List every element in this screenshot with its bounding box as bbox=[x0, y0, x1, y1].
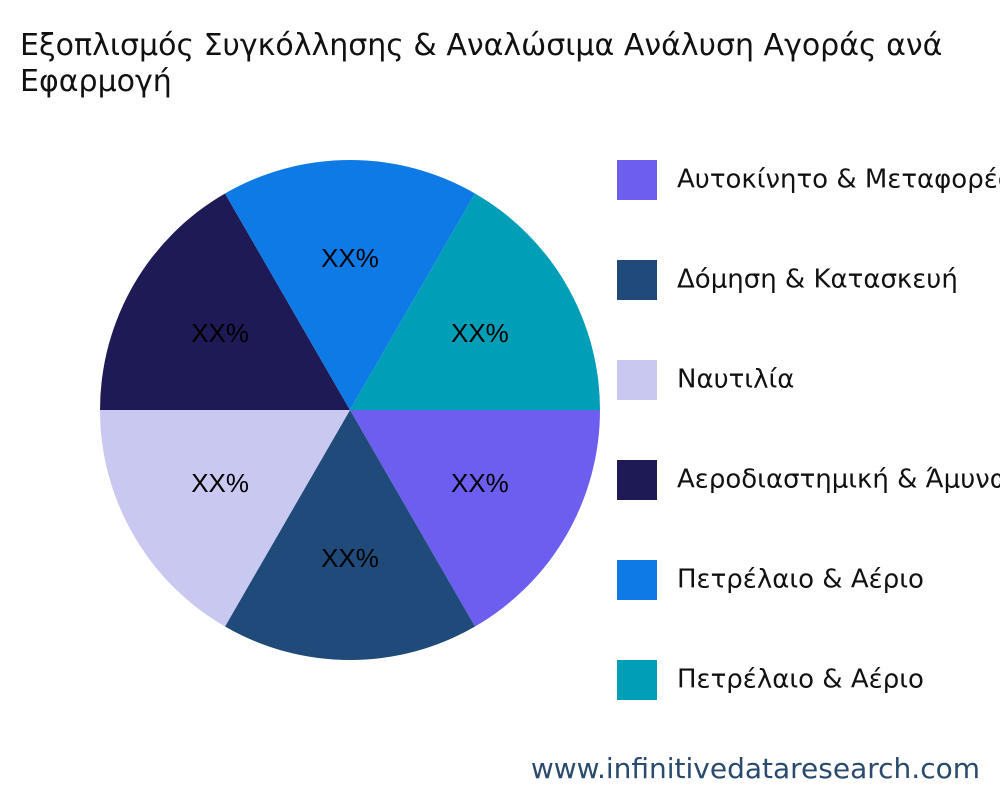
legend-swatch bbox=[617, 460, 657, 500]
legend-swatch bbox=[617, 160, 657, 200]
legend-label: Δόμηση & Κατασκευή bbox=[677, 265, 958, 295]
legend-label: Πετρέλαιο & Αέριο bbox=[677, 665, 924, 695]
legend-label: Πετρέλαιο & Αέριο bbox=[677, 565, 924, 595]
legend-label: Αυτοκίνητο & Μεταφορές bbox=[677, 165, 1000, 195]
pie-slice bbox=[225, 160, 475, 410]
slice-label: XX% bbox=[451, 318, 509, 348]
legend-swatch bbox=[617, 660, 657, 700]
legend-swatch bbox=[617, 360, 657, 400]
legend-label: Ναυτιλία bbox=[677, 365, 794, 395]
slice-label: XX% bbox=[191, 318, 249, 348]
legend-label: Αεροδιαστημική & Άμυνα bbox=[677, 465, 1000, 495]
pie-slice bbox=[100, 193, 350, 410]
pie-slice bbox=[100, 410, 350, 627]
slice-label: XX% bbox=[321, 543, 379, 573]
legend-swatch bbox=[617, 260, 657, 300]
slice-label: XX% bbox=[451, 468, 509, 498]
slice-label: XX% bbox=[321, 243, 379, 273]
chart-title: Εξοπλισμός Συγκόλλησης & Αναλώσιμα Ανάλυ… bbox=[20, 28, 943, 99]
pie-slice bbox=[350, 193, 600, 410]
slice-label: XX% bbox=[191, 468, 249, 498]
legend-swatch bbox=[617, 560, 657, 600]
source: www.infinitivedataresearch.com bbox=[531, 752, 980, 785]
pie-slice bbox=[225, 410, 475, 660]
pie-slice bbox=[350, 410, 600, 627]
